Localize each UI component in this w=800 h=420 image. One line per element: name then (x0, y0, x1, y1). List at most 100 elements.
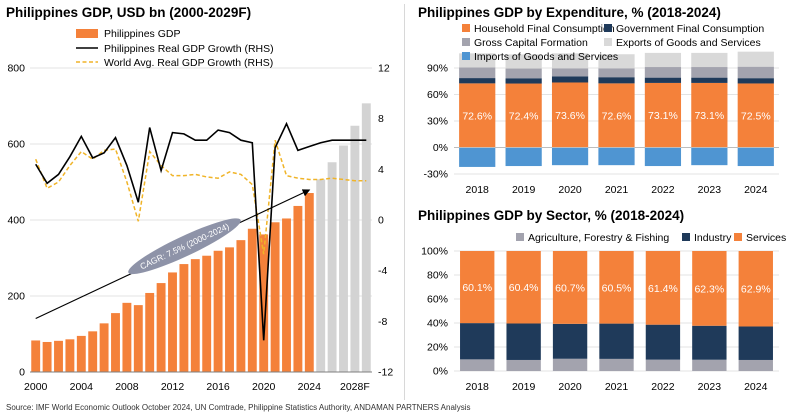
expenditure-chart-title: Philippines GDP by Expenditure, % (2018-… (418, 5, 721, 20)
gdp-bar (327, 162, 337, 372)
expenditure-bar-segment (691, 82, 728, 148)
gdp-bar (145, 292, 155, 372)
sector-bar-segment (692, 325, 727, 360)
gdp-bar (282, 218, 291, 372)
x-tick-label: 2012 (161, 381, 185, 393)
legend-label: Household Final Consumption (474, 23, 615, 35)
gdp-bar (361, 103, 371, 372)
gdp-bar (304, 193, 314, 372)
source-note: Source: IMF World Economic Outlook Octob… (6, 403, 471, 412)
sector-bar-segment (738, 251, 773, 327)
expenditure-bar-segment (459, 83, 496, 148)
legend-label: Gross Capital Formation (474, 37, 588, 49)
x-tick-label: 2020 (558, 381, 582, 393)
y-tick-label: 0% (433, 366, 448, 378)
sector-data-label: 61.4% (648, 283, 678, 295)
x-tick-label: 2023 (698, 381, 722, 393)
expenditure-bar-segment (459, 78, 496, 84)
x-tick-label: 2018 (466, 184, 490, 196)
gdp-bar (76, 335, 86, 372)
legend-label: Industry (694, 232, 732, 244)
expenditure-bar-segment (459, 67, 496, 79)
sector-data-label: 60.5% (602, 282, 632, 294)
x-tick-label: 2020 (252, 381, 276, 393)
sector-bar-segment (645, 251, 681, 325)
legend-label: Services (746, 232, 786, 244)
sector-bar-segment (552, 358, 588, 371)
x-tick-label: 2021 (605, 381, 629, 393)
expenditure-bar-segment (598, 68, 635, 78)
expenditure-bar-segment (598, 54, 635, 69)
gdp-bar (270, 222, 280, 372)
sector-bar-segment (460, 359, 495, 371)
sector-bar-segment (599, 251, 634, 324)
y2-tick-label: -8 (378, 316, 387, 328)
y-tick-label: -30% (423, 169, 448, 181)
legend-swatch (462, 24, 470, 32)
sector-bar-segment (506, 359, 541, 371)
gdp-chart: 0 200 400 600 800 -12 -8 -4 0 4 8 12 2000 2004 2008 201… (7, 28, 393, 393)
sector-data-label: 60.4% (509, 282, 539, 294)
sector-bar-segment (552, 251, 588, 324)
sector-bar-segment (506, 323, 541, 360)
expenditure-data-label: 72.6% (602, 110, 632, 122)
y2-tick-label: -12 (378, 367, 393, 379)
gdp-bar (293, 205, 303, 372)
expenditure-bar-segment (551, 68, 589, 77)
legend-label-world-growth: World Avg. Real GDP Growth (RHS) (104, 57, 273, 69)
expenditure-bar-segment (505, 147, 542, 167)
y-tick-label: 30% (427, 116, 448, 128)
expenditure-bar-segment (598, 83, 635, 148)
legend-label: Agriculture, Forestry & Fishing (528, 232, 669, 244)
expenditure-bar-segment (505, 68, 542, 79)
y-tick-label: 90% (427, 63, 448, 75)
expenditure-bar-segment (691, 77, 728, 83)
legend-swatch (604, 24, 612, 32)
sector-bar-segment (692, 251, 727, 326)
legend-label-gdp: Philippines GDP (104, 28, 180, 40)
cagr-ellipse (128, 218, 241, 275)
gdp-bar (122, 302, 132, 372)
expenditure-bar-segment (551, 147, 589, 166)
expenditure-bar-segment (644, 67, 682, 78)
sector-bar-segment (552, 323, 588, 359)
y2-tick-label: 4 (378, 164, 384, 176)
expenditure-bar-segment (505, 54, 542, 69)
sector-bar-segment (599, 323, 634, 359)
gdp-bar (156, 283, 166, 372)
sector-bar-segment (599, 358, 634, 371)
legend-swatch (604, 38, 612, 46)
expenditure-data-label: 73.1% (694, 110, 724, 122)
gdp-bar (213, 250, 223, 372)
gdp-bar (316, 179, 326, 372)
expenditure-bar-segment (737, 83, 774, 148)
expenditure-bar-segment (691, 147, 728, 166)
expenditure-bar-segment (644, 77, 682, 83)
sector-bar-segment (460, 251, 495, 324)
sector-chart-title: Philippines GDP by Sector, % (2018-2024) (418, 208, 685, 223)
x-tick-label: 2019 (512, 381, 536, 393)
gdp-bar (259, 234, 269, 372)
x-tick-label: 2016 (206, 381, 230, 393)
expenditure-bar-segment (737, 78, 774, 84)
y-tick-label: 0% (433, 142, 448, 154)
expenditure-chart: -30% 0% 30% 60% 90% 72.6% 2018 72.4% 2019 73.6% 20… (423, 23, 779, 196)
gdp-bar (42, 341, 52, 372)
gdp-chart-title: Philippines GDP, USD bn (2000-2029F) (6, 5, 252, 20)
y2-tick-label: 8 (378, 113, 384, 125)
sector-data-label: 62.9% (741, 284, 771, 296)
y2-tick-label: 12 (378, 63, 390, 75)
y-tick-label: 200 (7, 291, 25, 303)
legend-label-ph-growth: Philippines Real GDP Growth (RHS) (104, 43, 274, 55)
y-tick-label: 80% (427, 270, 448, 282)
legend-swatch (462, 52, 470, 60)
y-tick-label: 400 (7, 215, 25, 227)
expenditure-bar-segment (505, 83, 542, 148)
expenditure-data-label: 72.5% (741, 110, 771, 122)
x-tick-label: 2019 (512, 184, 536, 196)
expenditure-data-label: 73.6% (555, 110, 585, 122)
x-tick-label: 2021 (605, 184, 629, 196)
x-tick-label: 2020 (558, 184, 582, 196)
x-tick-label: 2022 (651, 381, 675, 393)
expenditure-bar-segment (505, 78, 542, 84)
